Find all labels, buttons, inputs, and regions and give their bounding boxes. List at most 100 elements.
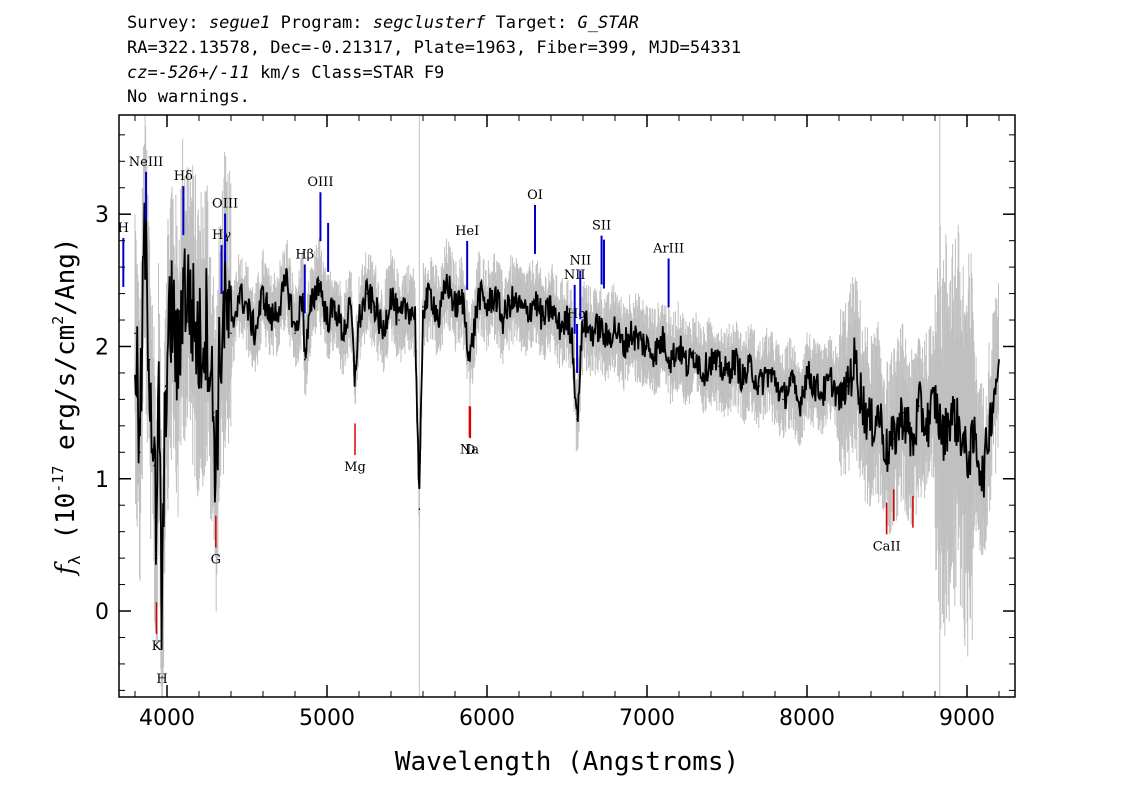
flux-point: [926, 425, 928, 427]
flux-point: [902, 411, 904, 414]
emission-label: OIII: [307, 175, 333, 190]
flux-point: [230, 332, 232, 335]
flux-point: [742, 378, 744, 381]
flux-point: [198, 345, 200, 348]
flux-point: [558, 325, 560, 328]
flux-point: [270, 319, 272, 321]
flux-point: [622, 345, 624, 348]
axes: 4000 5000 6000 7000 8000 9000 0 1 2 3: [95, 115, 1015, 731]
flux-point: [822, 391, 824, 394]
flux-point: [223, 305, 226, 308]
flux-point: [502, 319, 504, 321]
flux-point: [278, 305, 280, 308]
absorption-label: H: [156, 672, 167, 687]
program-label: Program:: [280, 13, 363, 33]
flux-point: [766, 372, 768, 374]
flux-point: [670, 358, 672, 361]
flux-point: [302, 292, 304, 295]
flux-point: [702, 372, 704, 374]
class-text: km/s Class=STAR F9: [249, 63, 445, 83]
flux-point: [310, 305, 312, 308]
flux-point: [161, 636, 163, 639]
flux-point: [143, 226, 146, 229]
flux-point: [518, 305, 520, 308]
flux-point: [510, 299, 512, 301]
survey-value: segue1: [208, 13, 271, 33]
flux-point: [212, 411, 215, 414]
flux-point: [774, 378, 776, 381]
flux-point: [334, 305, 336, 308]
flux-point: [164, 385, 167, 387]
flux-point: [262, 292, 264, 295]
y-tick-label: 1: [95, 468, 109, 493]
emission-label: OI: [527, 188, 543, 203]
flux-point: [542, 319, 544, 321]
flux-point: [571, 332, 573, 335]
emission-label: SII: [592, 219, 611, 234]
flux-point: [318, 279, 320, 282]
flux-point: [990, 411, 992, 414]
flux-point: [566, 319, 568, 321]
flux-point: [254, 332, 256, 335]
flux-point: [390, 292, 392, 295]
flux-point: [576, 418, 578, 421]
absorption-label: CaII: [873, 539, 901, 554]
emission-label: Hα: [567, 307, 587, 322]
target-label: Target:: [495, 13, 568, 33]
flux-series: [134, 202, 1000, 650]
flux-point: [294, 332, 296, 335]
x-axis-label: Wavelength (Angstroms): [395, 747, 739, 777]
flux-point: [630, 332, 632, 335]
flux-point: [171, 305, 173, 308]
flux-point: [326, 319, 328, 321]
redshift-value: cz=-526+/-11: [127, 63, 250, 83]
flux-point: [534, 299, 536, 301]
flux-point: [454, 305, 456, 308]
emission-label: Hβ: [295, 247, 314, 262]
header-line-1: Survey: segue1 Program: segclusterf Targ…: [127, 13, 639, 33]
target-value: G_STAR: [577, 13, 639, 33]
flux-point: [806, 372, 808, 374]
x-tick-label: 6000: [459, 706, 515, 731]
flux-point: [438, 319, 440, 321]
flux-point: [418, 508, 421, 510]
absorption-label: K: [152, 639, 162, 654]
flux-point: [912, 444, 914, 447]
flux-point: [486, 305, 488, 308]
flux-point: [374, 305, 376, 308]
y-tick-label: 3: [95, 203, 109, 228]
flux-point: [934, 398, 936, 401]
program-value: segclusterf: [372, 13, 486, 33]
flux-point: [398, 319, 400, 321]
flux-point: [694, 352, 696, 354]
absorption-label: Na: [460, 443, 479, 458]
flux-point: [155, 557, 158, 559]
flux-point: [342, 332, 344, 335]
flux-point: [148, 358, 151, 361]
plot-frame: [118, 114, 1016, 698]
flux-point: [446, 279, 448, 282]
flux-point: [950, 411, 952, 414]
flux-point: [158, 372, 160, 374]
flux-point: [303, 358, 306, 361]
emission-label: NeIII: [129, 155, 163, 170]
flux-point: [215, 464, 217, 467]
absorption-label: G: [211, 553, 221, 568]
flux-point: [246, 305, 248, 308]
flux-point: [662, 339, 664, 341]
flux-point: [862, 405, 864, 407]
flux-point: [366, 292, 368, 295]
flux-point: [838, 398, 840, 401]
flux-point: [177, 372, 179, 374]
flux-point: [526, 312, 528, 315]
flux-point: [598, 325, 600, 328]
flux-point: [846, 385, 848, 387]
flux-point: [219, 358, 221, 361]
header-line-4: No warnings.: [127, 87, 250, 107]
flux-point: [782, 398, 784, 401]
flux-point: [814, 385, 816, 387]
flux-point: [942, 438, 944, 440]
flux-point: [286, 279, 288, 282]
flux-point: [798, 405, 800, 407]
